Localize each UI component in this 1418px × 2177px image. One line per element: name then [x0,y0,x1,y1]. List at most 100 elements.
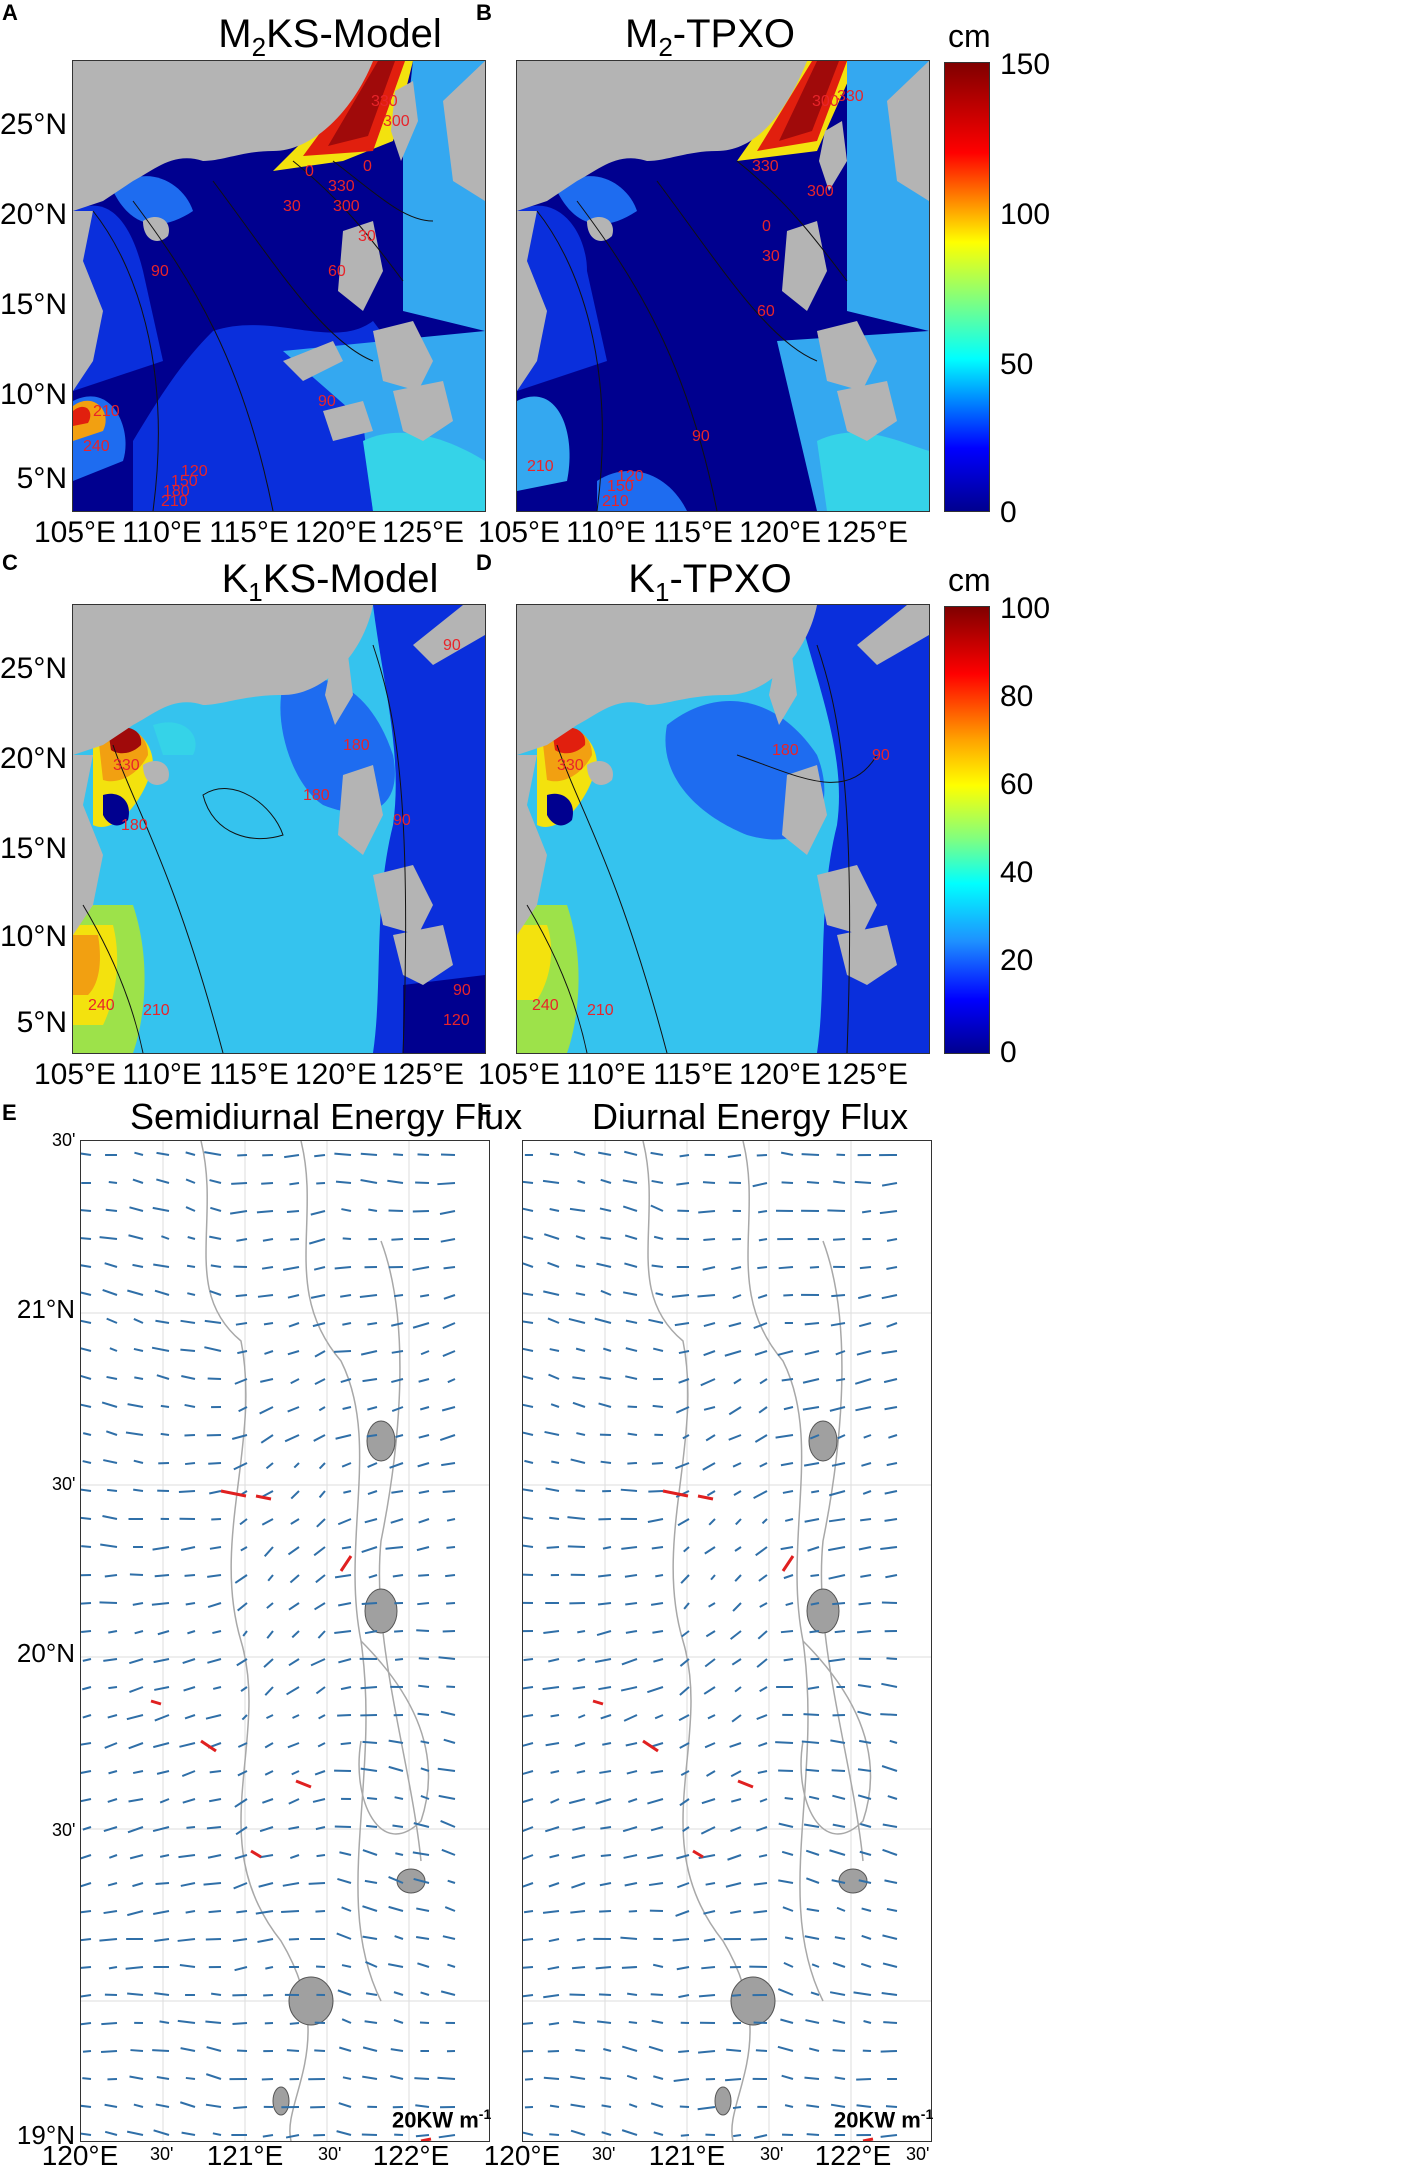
flux-arrow [704,1658,716,1668]
flux-arrow [599,1910,612,1913]
flux-arrow [679,1742,690,1749]
flux-arrow [759,1686,768,1693]
flux-arrow [785,1602,794,1607]
flux-arrow [237,1602,248,1612]
flux-arrow [207,1658,222,1664]
flux-arrow [834,2076,846,2080]
contour-label: 60 [757,303,775,320]
flux-arrow [125,1966,144,1970]
flux-arrow [336,1932,352,1940]
flux-arrow [204,1346,222,1352]
flux-arrow [568,1798,586,1805]
lon-label: 120°E [294,1058,378,1091]
flux-arrow [82,1826,92,1831]
flux-arrow [420,1767,430,1772]
contour-label: 180 [303,787,330,804]
flux-arrow [576,1432,586,1436]
flux-arrow [156,1374,170,1380]
flux-arrow [674,1322,690,1327]
flux-arrow [624,1150,638,1156]
flux-arrow [680,1770,690,1777]
flux-arrow [602,1742,612,1746]
flux-arrow [364,2020,378,2024]
flux-arrow [599,1207,612,1212]
contour-label: 0 [363,158,372,175]
flux-arrow [549,2133,560,2136]
flux-arrow [447,1378,456,1384]
flux-arrow [261,2078,274,2081]
colorbar-top-tick: 0 [1000,496,1017,529]
contour-label: 90 [453,982,471,999]
flux-arrow [731,1798,742,1803]
flux-min-label: 30' [52,1474,76,1494]
flux-arrow [784,1518,794,1522]
flux-arrow [81,2104,92,2108]
flux-arrow [154,1992,170,1996]
flux-arrow [550,1403,560,1408]
contour-label: 90 [443,637,461,654]
flux-arrow [757,1266,768,1270]
flux-arrow [624,1574,638,1578]
flux-arrow [336,2130,352,2136]
flux-arrow [546,1546,560,1549]
flux-arrow [231,1434,248,1440]
flux-arrow [784,2104,794,2108]
flux-arrow [828,1658,846,1663]
flux-arrow [234,1378,248,1385]
flux-arrow [205,2103,222,2108]
flux-arrow [81,1966,92,1969]
flux-arrow [572,2020,586,2024]
flux-arrow [621,1546,638,1550]
flux-arrow [549,1208,560,1212]
flux-arrow [318,1406,326,1412]
flux-arrow [880,2134,898,2138]
flux-arrow [361,1546,378,1554]
flux-arrow [625,1375,638,1380]
flux-arrow [102,1288,118,1296]
flux-arrow [132,1263,144,1268]
flux-arrow [287,1546,300,1556]
flux-arrow [132,1770,144,1775]
flux-arrow [264,1742,274,1749]
flux-arrow [622,1291,638,1296]
flux-arrow [178,1490,196,1493]
flux-arrow [234,1966,248,1972]
flux-arrow [832,2049,846,2052]
flux-arrow [265,1966,274,1970]
flux-arrow [185,1602,196,1606]
lon-label: 105°E [477,1058,561,1091]
contour-label: 210 [143,1002,170,1019]
flux-arrow [758,1238,768,1242]
flux-arrow [803,1823,820,1828]
flux-arrow [154,1574,170,1578]
contour-label: 120 [617,468,644,485]
flux-arrow [240,1686,248,1692]
flux-arrow [444,1906,456,1912]
flux-arrow [338,1602,352,1607]
flux-arrow [627,1462,638,1465]
flux-arrow [858,1739,872,1744]
flux-arrow [778,1822,794,1828]
contour-label: 180 [772,742,799,759]
flux-arrow [261,1182,274,1185]
flux-arrow [782,1906,794,1912]
flux-arrow [390,2074,404,2080]
panel-letter-c: C [2,550,18,575]
flux-arrow [756,1658,768,1668]
flux-arrow [289,1854,300,1860]
lon-label: 120°E [294,516,378,549]
flux-arrow [523,1516,534,1520]
flux-arrow [81,1152,92,1156]
flux-arrow [412,1851,430,1856]
flux-arrow [360,1152,378,1156]
flux-arrow [547,1317,560,1324]
flux-arrow [708,1602,716,1608]
flux-arrow [261,1266,274,1270]
flux-arrow [884,1490,898,1495]
flux-arrow [132,1178,144,1184]
flux-arrow [81,1770,92,1774]
lon-label: 105°E [33,516,117,549]
flux-arrow [394,1658,404,1661]
flux-lat-label: 20°N [16,1638,75,1668]
flux-arrow [883,2021,898,2024]
